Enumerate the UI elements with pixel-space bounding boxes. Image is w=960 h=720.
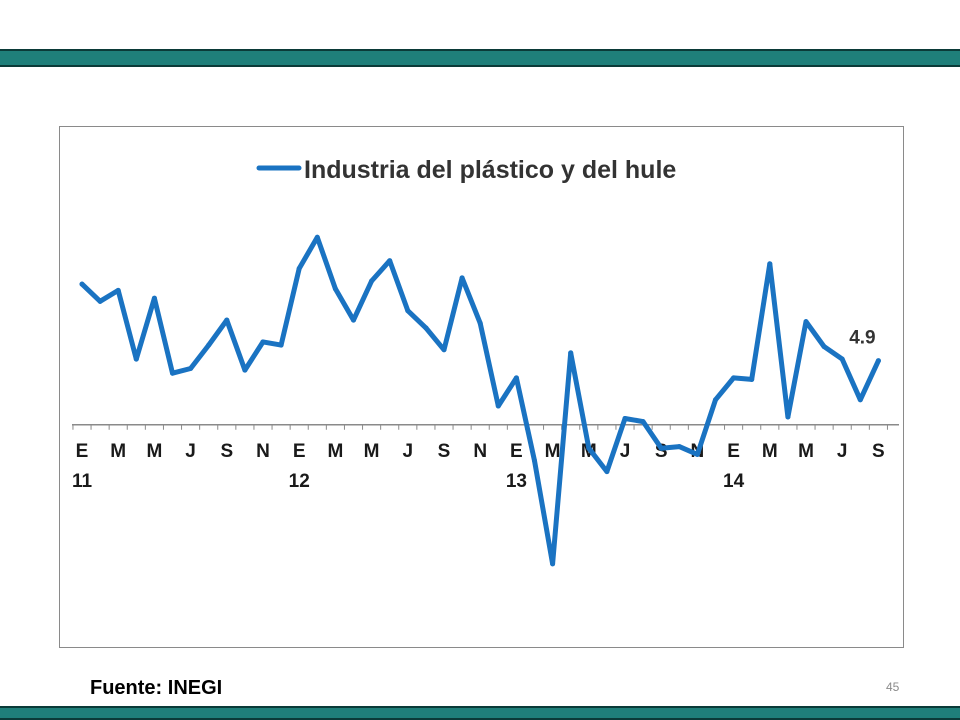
data-point	[803, 319, 809, 325]
data-point	[839, 356, 845, 362]
page-number: 45	[886, 680, 900, 694]
x-tick-label: E	[727, 441, 740, 462]
data-point	[550, 561, 556, 567]
data-point	[170, 370, 175, 376]
x-tick-label: J	[620, 441, 631, 462]
data-point	[640, 419, 646, 425]
x-axis-year-labels: 11 12 13 14	[72, 471, 745, 492]
data-point	[296, 266, 302, 271]
data-point	[767, 261, 773, 267]
top-header-bar	[0, 49, 960, 67]
data-point	[224, 317, 230, 323]
year-label: 12	[289, 471, 310, 492]
source-note: Fuente: INEGI	[90, 677, 223, 699]
series-line	[79, 234, 881, 567]
data-point	[405, 308, 411, 314]
data-point	[568, 350, 574, 356]
year-label: 11	[72, 471, 93, 492]
chart-frame	[59, 126, 904, 648]
x-tick-label: M	[110, 441, 126, 462]
data-point	[188, 366, 194, 371]
data-point	[875, 358, 881, 364]
x-tick-label: E	[510, 441, 523, 462]
data-point	[423, 325, 429, 331]
x-tick-label: S	[872, 441, 885, 462]
x-tick-label: J	[185, 441, 196, 462]
legend-label: Industria del plástico y del hule	[304, 156, 676, 184]
data-point	[532, 458, 537, 464]
data-point	[622, 416, 628, 421]
x-tick-label: M	[762, 441, 778, 462]
x-tick-label: J	[837, 441, 848, 462]
data-point	[821, 344, 827, 350]
data-point	[604, 469, 610, 475]
bottom-footer-bar	[0, 706, 960, 720]
data-point	[513, 375, 519, 381]
data-point	[495, 403, 501, 409]
data-point	[731, 375, 737, 381]
data-point	[97, 298, 103, 304]
data-point	[694, 451, 700, 457]
chart-legend: Industria del plástico y del hule	[256, 156, 676, 184]
data-point	[278, 342, 284, 348]
data-point	[79, 281, 85, 287]
data-point	[151, 295, 157, 301]
x-tick-label: E	[293, 441, 306, 462]
data-point	[658, 445, 664, 451]
data-point	[260, 339, 266, 345]
data-point	[477, 320, 483, 326]
x-tick-label: S	[438, 441, 451, 462]
data-point	[133, 356, 139, 362]
data-point	[206, 342, 212, 348]
data-point	[115, 287, 121, 293]
data-annotations: 4.9	[849, 328, 875, 349]
data-point	[785, 414, 791, 420]
data-point	[586, 445, 592, 451]
x-tick-label: N	[473, 441, 487, 462]
data-point	[242, 367, 248, 373]
x-tick-label: M	[364, 441, 380, 462]
x-tick-label: M	[798, 441, 814, 462]
data-point	[369, 278, 375, 284]
data-point	[459, 275, 465, 281]
data-point	[441, 347, 447, 353]
data-point	[749, 376, 755, 382]
year-label: 13	[506, 471, 527, 492]
data-point	[332, 286, 338, 292]
x-tick-label: E	[76, 441, 89, 462]
x-tick-label: M	[146, 441, 162, 462]
x-tick-label: S	[220, 441, 233, 462]
x-axis-ticks	[72, 424, 888, 430]
x-tick-label: J	[403, 441, 414, 462]
data-point	[857, 397, 863, 403]
x-tick-label: N	[256, 441, 270, 462]
x-tick-label: M	[327, 441, 343, 462]
data-label: 4.9	[849, 328, 875, 349]
series-points	[79, 234, 881, 567]
data-point	[351, 317, 356, 323]
year-label: 14	[723, 471, 745, 492]
data-point	[314, 234, 320, 240]
data-point	[713, 397, 718, 403]
data-point	[676, 444, 682, 450]
data-point	[387, 258, 393, 264]
x-tick-label: M	[545, 441, 561, 462]
